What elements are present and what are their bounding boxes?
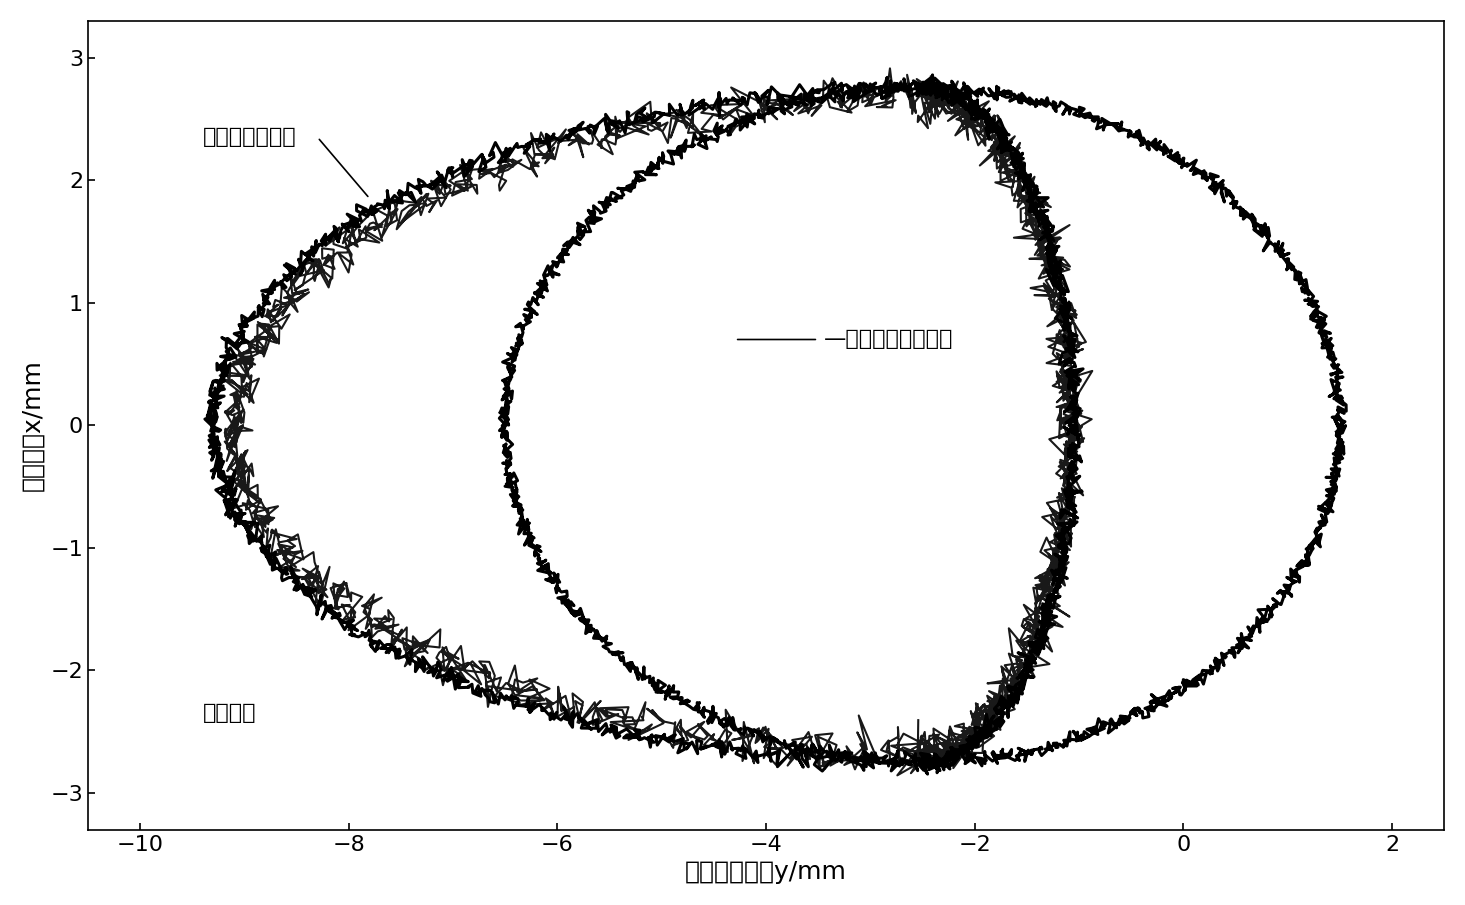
Text: 试验结果: 试验结果 <box>202 703 256 723</box>
Text: —标准高斯分布模式: —标准高斯分布模式 <box>823 329 952 349</box>
Text: 双椭圆分布模式: 双椭圆分布模式 <box>202 128 296 148</box>
Y-axis label: 宽度方向x/mm: 宽度方向x/mm <box>21 359 45 491</box>
X-axis label: 长度方向位置y/mm: 长度方向位置y/mm <box>686 860 847 884</box>
